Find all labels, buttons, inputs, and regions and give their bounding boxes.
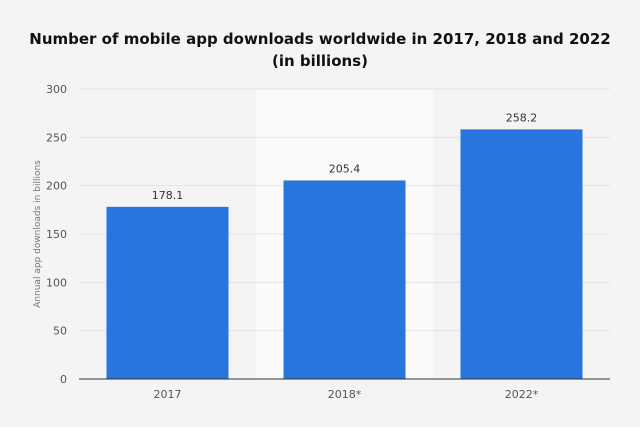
chart-subtitle: (in billions)	[272, 52, 368, 70]
y-tick-label: 100	[46, 276, 67, 289]
y-tick-label: 50	[53, 325, 67, 338]
x-tick-label: 2018*	[328, 388, 362, 401]
data-label: 178.1	[152, 189, 184, 202]
bar	[460, 129, 583, 379]
y-tick-label: 0	[60, 373, 67, 386]
x-tick-label: 2017	[154, 388, 182, 401]
y-tick-label: 200	[46, 180, 67, 193]
data-label: 205.4	[329, 162, 361, 175]
y-tick-label: 250	[46, 131, 67, 144]
chart-title-line: Number of mobile app downloads worldwide…	[29, 30, 611, 48]
chart-title: Number of mobile app downloads worldwide…	[0, 28, 640, 72]
data-label: 258.2	[506, 111, 538, 124]
y-tick-label: 300	[46, 83, 67, 96]
bar	[106, 206, 229, 379]
bar	[283, 180, 406, 379]
y-axis-title: Annual app downloads in billions	[33, 160, 43, 308]
x-tick-label: 2022*	[505, 388, 539, 401]
y-tick-label: 150	[46, 228, 67, 241]
